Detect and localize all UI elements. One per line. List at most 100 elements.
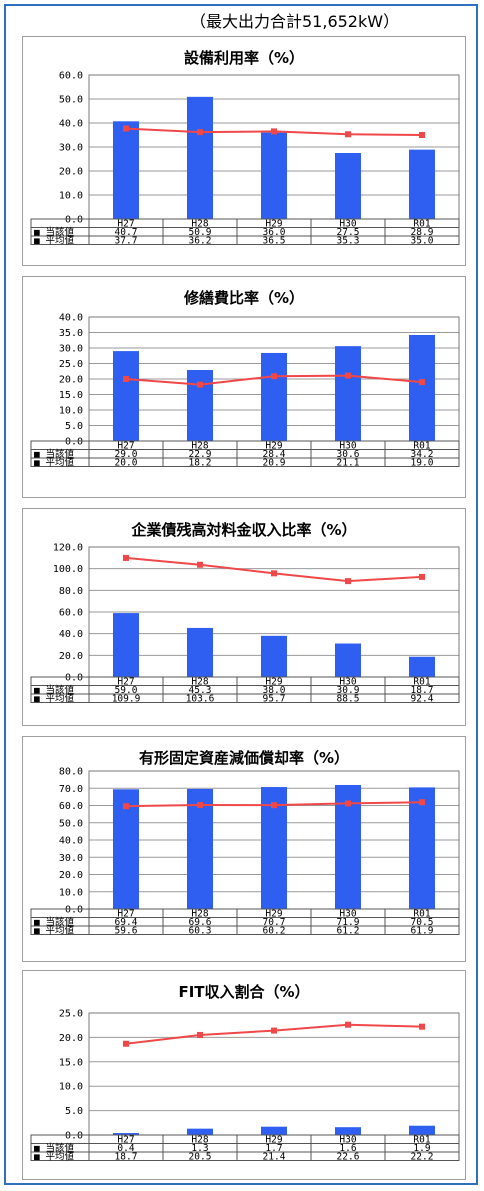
- chart-panel-capacity-factor: 設備利用率（%） 0.0 10.0 20.0 30.0 40.0 50.0 60.0 H27 H…: [22, 36, 466, 266]
- y-tick-label: 0.0: [65, 1131, 83, 1142]
- y-tick-label: 30.0: [59, 143, 83, 154]
- data-label-actual: 1.3: [191, 1143, 208, 1154]
- y-tick-label: 10.0: [59, 887, 83, 898]
- y-tick-label: 5.0: [65, 421, 83, 432]
- y-tick-label: 40.0: [59, 836, 83, 847]
- point-average: [345, 372, 351, 379]
- point-average: [345, 1021, 351, 1028]
- data-label-average: 88.5: [337, 694, 360, 705]
- data-table: [30, 1134, 460, 1161]
- y-tick-label: 10.0: [59, 191, 83, 202]
- x-category-label: H27: [117, 441, 134, 452]
- data-label-actual: 34.2: [411, 449, 434, 460]
- point-average: [123, 376, 129, 382]
- bar-actual: [409, 1125, 435, 1135]
- data-label-actual: 30.6: [337, 449, 360, 460]
- x-category-label: H29: [265, 1135, 282, 1146]
- data-label-actual: 40.7: [115, 227, 138, 238]
- x-category-label: H27: [117, 909, 134, 920]
- y-tick-label: 20.0: [59, 167, 83, 178]
- data-table: [30, 218, 460, 245]
- data-label-actual: 36.0: [263, 227, 286, 238]
- data-label-average: 109.9: [112, 694, 141, 705]
- data-label-average: 35.0: [411, 236, 434, 247]
- x-category-label: H28: [191, 677, 208, 688]
- chart-title: 設備利用率（%）: [183, 49, 305, 67]
- data-label-actual: 38.0: [263, 685, 286, 696]
- x-category-label: R01: [413, 909, 430, 920]
- point-average: [271, 128, 277, 135]
- point-average: [419, 573, 425, 580]
- y-tick-label: 20.0: [59, 375, 83, 386]
- y-tick-label: 35.0: [59, 328, 83, 339]
- bar-actual: [409, 787, 435, 909]
- bar-actual: [187, 1128, 213, 1135]
- data-label-average: 60.2: [263, 926, 286, 937]
- y-tick-label: 0.0: [65, 905, 83, 916]
- data-label-actual: 28.9: [411, 227, 434, 238]
- data-label-actual: 1.6: [339, 1143, 356, 1154]
- chart-panel-fit-revenue-share: FIT収入割合（%） 0.0 5.0 10.0 15.0 20.0 25.0 H27 H28 H…: [22, 970, 466, 1180]
- data-table: [30, 908, 460, 935]
- x-category-label: H27: [117, 1135, 134, 1146]
- point-average: [271, 802, 277, 809]
- row-label-average: ■ 平均値: [34, 457, 74, 469]
- data-label-actual: 29.0: [115, 449, 138, 460]
- x-category-label: H29: [265, 441, 282, 452]
- y-tick-label: 50.0: [59, 95, 83, 106]
- bar-actual: [187, 788, 213, 909]
- row-label-actual: ■ 当該値: [34, 448, 74, 460]
- data-label-actual: 22.9: [189, 449, 212, 460]
- x-category-label: R01: [413, 1135, 430, 1146]
- data-table: [30, 440, 460, 467]
- row-label-average: ■ 平均値: [34, 1151, 74, 1163]
- chart-repair-cost-ratio: 0.0 5.0 10.0 15.0 20.0 25.0 30.0 35.0 40.0 H27 H28…: [30, 313, 460, 469]
- point-average: [123, 1040, 129, 1047]
- y-tick-label: 50.0: [59, 818, 83, 829]
- y-tick-label: 100.0: [53, 564, 83, 575]
- data-label-average: 37.7: [115, 236, 138, 247]
- y-tick-label: 120.0: [53, 543, 83, 554]
- x-category-label: H30: [339, 909, 356, 920]
- y-tick-label: 60.0: [59, 608, 83, 619]
- point-average: [345, 800, 351, 807]
- point-average: [271, 1027, 277, 1034]
- y-tick-label: 30.0: [59, 344, 83, 355]
- data-label-average: 22.6: [337, 1152, 360, 1163]
- data-label-actual: 70.5: [411, 917, 434, 928]
- x-category-label: H29: [265, 677, 282, 688]
- data-label-actual: 28.4: [263, 449, 286, 460]
- y-tick-label: 20.0: [59, 1033, 83, 1044]
- x-category-label: H29: [265, 219, 282, 230]
- point-average: [419, 132, 425, 138]
- y-tick-label: 15.0: [59, 390, 83, 401]
- data-label-average: 21.1: [337, 458, 360, 469]
- x-category-label: H30: [339, 677, 356, 688]
- y-tick-label: 80.0: [59, 586, 83, 597]
- y-tick-label: 20.0: [59, 870, 83, 881]
- line-average: [125, 1023, 423, 1045]
- point-average: [345, 578, 351, 585]
- data-label-actual: 1.9: [413, 1143, 430, 1154]
- point-average: [123, 554, 129, 561]
- data-label-average: 22.2: [411, 1152, 434, 1163]
- bar-actual: [409, 656, 435, 677]
- data-label-actual: 50.9: [189, 227, 212, 238]
- bar-actual: [261, 132, 287, 219]
- y-tick-label: 40.0: [59, 313, 83, 324]
- data-label-average: 36.2: [189, 236, 212, 247]
- y-tick-label: 5.0: [65, 1106, 83, 1117]
- data-label-average: 60.3: [189, 926, 212, 937]
- point-average: [271, 373, 277, 380]
- y-tick-label: 60.0: [59, 801, 83, 812]
- data-label-average: 20.5: [189, 1152, 212, 1163]
- bar-actual: [187, 96, 213, 219]
- y-tick-label: 15.0: [59, 1057, 83, 1068]
- y-tick-label: 10.0: [59, 1082, 83, 1093]
- point-average: [197, 561, 203, 568]
- x-category-label: H30: [339, 219, 356, 230]
- chart-panel-depreciation-ratio: 有形固定資産減価償却率（%） 0.0 10.0 20.0 30.0 40.0 50.0 60…: [22, 736, 466, 962]
- data-label-actual: 30.9: [337, 685, 360, 696]
- data-label-actual: 45.3: [189, 685, 212, 696]
- point-average: [197, 1031, 203, 1038]
